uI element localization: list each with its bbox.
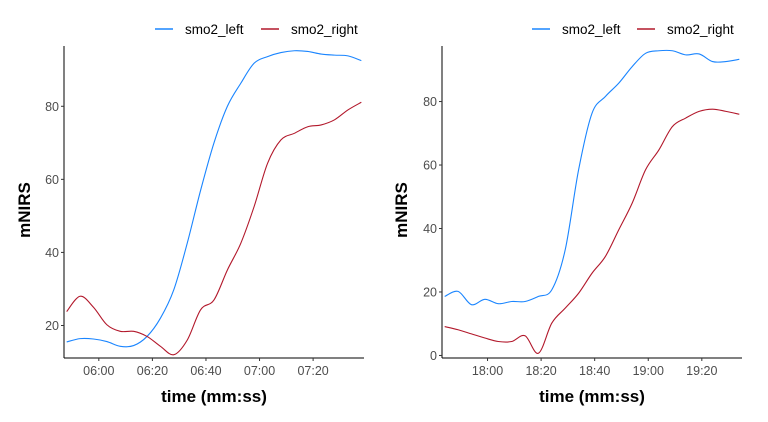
panel-left: 20 40 60 80 06:00 06:20 06:40 07:00 07:20 time (m… xyxy=(15,22,364,406)
series-line-smo2-left xyxy=(66,50,362,348)
x-tick-label: 07:20 xyxy=(297,364,328,378)
legend-label: smo2_right xyxy=(667,22,734,37)
x-tick-label: 06:00 xyxy=(83,364,114,378)
x-tick-label: 06:20 xyxy=(137,364,168,378)
y-tick-label: 40 xyxy=(45,246,59,260)
x-tick-label: 19:00 xyxy=(633,364,664,378)
legend-label: smo2_left xyxy=(562,22,621,37)
series-line-smo2-left xyxy=(444,49,740,306)
x-tick-label: 18:00 xyxy=(472,364,503,378)
y-tick-label: 80 xyxy=(45,100,59,114)
y-axis-title: mNIRS xyxy=(15,182,34,238)
series-line-smo2-right xyxy=(444,108,740,354)
y-tick-label: 20 xyxy=(45,319,59,333)
y-tick-label: 60 xyxy=(45,173,59,187)
y-tick-label: 0 xyxy=(430,349,437,363)
x-axis-title: time (mm:ss) xyxy=(161,387,267,406)
legend-label: smo2_left xyxy=(185,22,244,37)
x-tick-label: 06:40 xyxy=(190,364,221,378)
y-tick-label: 40 xyxy=(423,222,437,236)
series-line-smo2-right xyxy=(66,101,362,356)
y-tick-label: 20 xyxy=(423,285,437,299)
panel-right: 0 20 40 60 80 18:00 18:20 18:40 19:00 19:20 time (… xyxy=(392,22,742,406)
y-tick-label: 80 xyxy=(423,95,437,109)
x-tick-label: 18:20 xyxy=(525,364,556,378)
y-tick-label: 60 xyxy=(423,159,437,173)
x-tick-label: 19:20 xyxy=(686,364,717,378)
x-tick-label: 07:00 xyxy=(244,364,275,378)
legend-label: smo2_right xyxy=(291,22,358,37)
x-axis-title: time (mm:ss) xyxy=(539,387,645,406)
x-tick-label: 18:40 xyxy=(579,364,610,378)
y-axis-title: mNIRS xyxy=(392,182,411,238)
